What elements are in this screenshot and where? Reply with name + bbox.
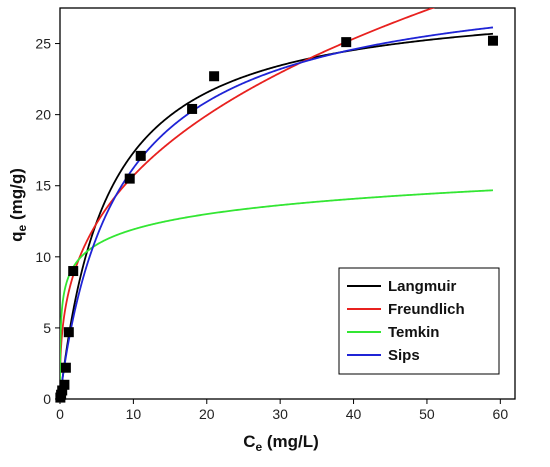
y-axis-title-rest: (mg/g) [7, 168, 26, 225]
x-tick-label: 10 [126, 406, 142, 422]
y-tick-label: 5 [43, 320, 51, 336]
data-point [60, 362, 71, 373]
x-axis-title-rest: (mg/L) [262, 432, 319, 451]
x-axis-title: Ce (mg/L) [243, 432, 319, 454]
series-line-sips [60, 26, 494, 399]
data-point [57, 385, 68, 396]
data-point [341, 37, 352, 48]
data-point [59, 379, 70, 390]
y-axis-title-main: q [7, 231, 26, 241]
series-line-langmuir [60, 32, 494, 399]
y-tick-label: 20 [35, 107, 51, 123]
data-point [135, 150, 146, 161]
legend-label-sips: Sips [388, 347, 420, 364]
legend: Langmuir Freundlich Temkin Sips [338, 267, 500, 375]
legend-label-temkin: Temkin [388, 324, 439, 341]
data-point [63, 327, 74, 338]
x-tick-label: 50 [419, 406, 435, 422]
y-axis-title: qe (mg/g) [7, 168, 29, 242]
plot-frame [59, 7, 516, 400]
x-tick-label: 20 [199, 406, 215, 422]
data-point [124, 173, 135, 184]
y-tick-label: 0 [43, 391, 51, 407]
legend-label-freundlich: Freundlich [388, 301, 465, 318]
y-axis-title-sub: e [15, 224, 29, 231]
plot-area: 0 10 20 30 40 50 60 0 5 10 15 20 25 Langmuir Freundlic… [35, 7, 516, 422]
legend-label-langmuir: Langmuir [388, 278, 456, 295]
y-tick-label: 25 [35, 36, 51, 52]
x-axis-title-main: C [243, 432, 255, 451]
series-line-freundlich [60, 8, 436, 392]
data-point [209, 71, 220, 82]
x-tick-label: 40 [346, 406, 362, 422]
x-axis-title-sub: e [255, 440, 262, 454]
x-tick-label: 60 [493, 406, 509, 422]
data-point [187, 103, 198, 114]
y-tick-label: 15 [35, 178, 51, 194]
y-tick-label: 10 [35, 249, 51, 265]
data-point [487, 35, 498, 46]
x-tick-label: 0 [56, 406, 64, 422]
x-tick-label: 30 [272, 406, 288, 422]
data-point [68, 266, 79, 277]
